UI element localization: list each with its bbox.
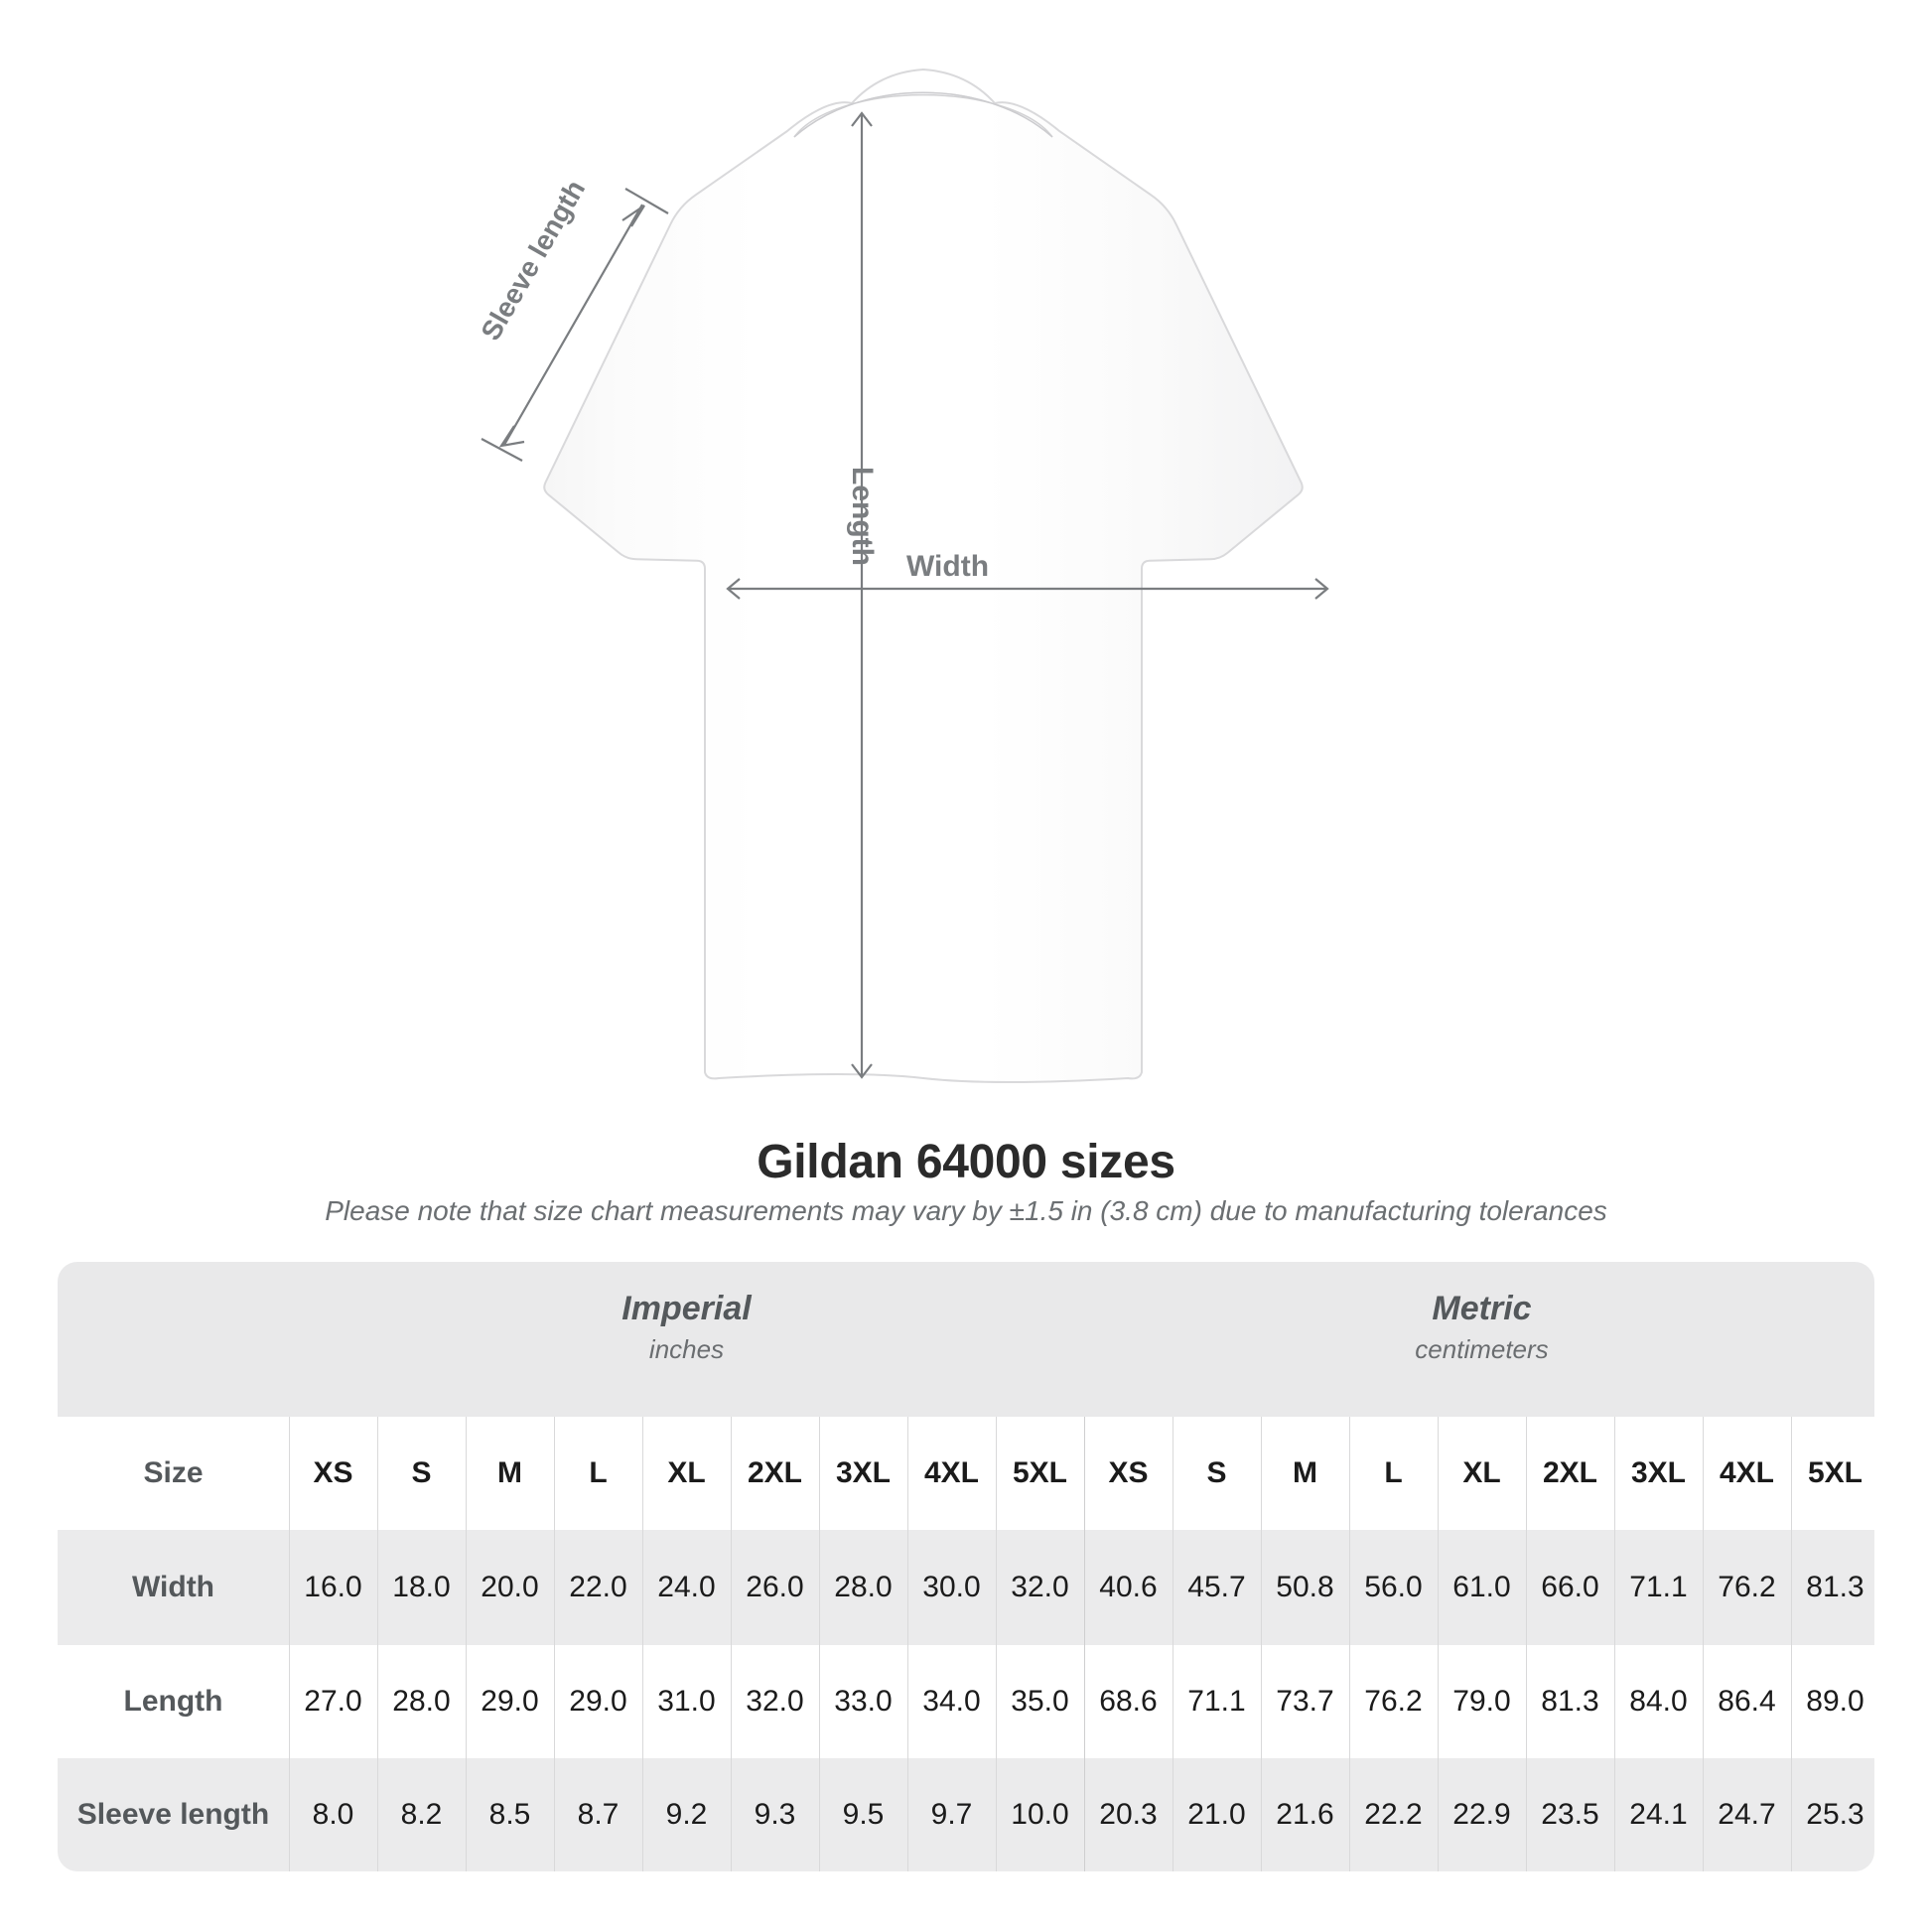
svg-text:Sleeve length: Sleeve length xyxy=(475,175,591,345)
svg-text:Length: Length xyxy=(846,467,879,566)
svg-text:Width: Width xyxy=(906,550,989,583)
